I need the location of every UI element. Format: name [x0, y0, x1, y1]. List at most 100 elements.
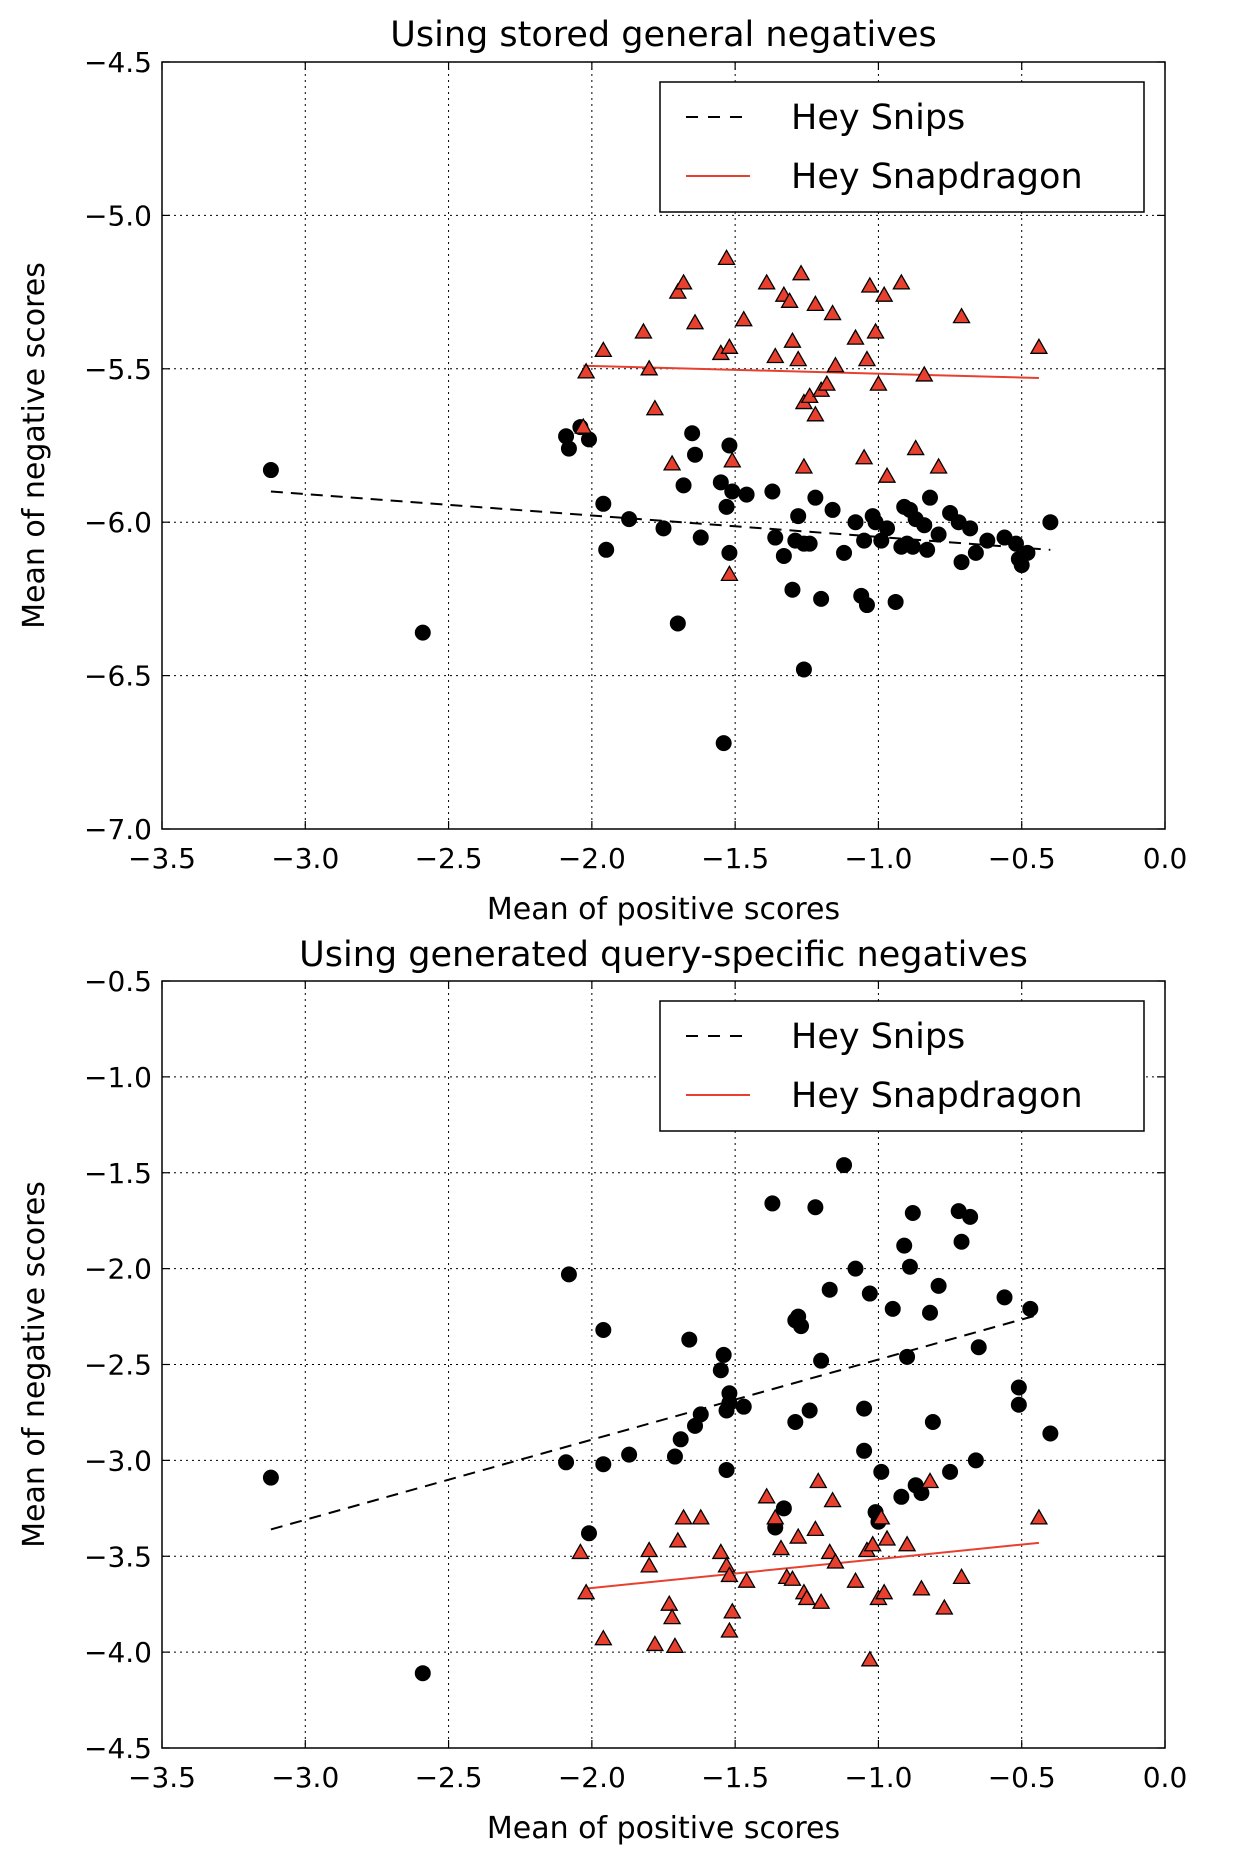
y-tick-label: −2.5 [84, 1349, 152, 1382]
data-point [721, 1394, 738, 1411]
y-tick-label: −4.5 [84, 46, 152, 79]
data-point [717, 1556, 736, 1573]
data-point [953, 1233, 970, 1250]
data-point [879, 520, 896, 537]
data-point [595, 1456, 612, 1473]
y-tick-label: −5.0 [84, 199, 152, 232]
data-point [996, 1289, 1013, 1306]
x-tick-label: 0.0 [1143, 1761, 1188, 1794]
data-point [912, 1579, 931, 1596]
data-point [856, 1442, 873, 1459]
x-tick-label: −2.5 [415, 842, 483, 875]
y-tick-label: −3.5 [84, 1540, 152, 1573]
plot-frame [161, 61, 1166, 830]
data-point [687, 446, 704, 463]
data-point [717, 249, 736, 266]
data-point [873, 1463, 890, 1480]
data-point [720, 1566, 739, 1583]
data-point [801, 535, 818, 552]
data-point [924, 1414, 941, 1431]
data-point [674, 273, 693, 290]
data-point [789, 350, 808, 367]
x-tick-label: −3.0 [271, 842, 339, 875]
data-point [571, 1543, 590, 1560]
data-point [640, 359, 659, 376]
data-point [860, 276, 879, 293]
data-point [668, 282, 687, 299]
data-point [1042, 1425, 1059, 1442]
fit-line-hey-snapdragon [583, 364, 1039, 380]
data-point [847, 1260, 864, 1277]
data-point [920, 1472, 940, 1489]
x-tick-label: −0.5 [988, 1761, 1056, 1794]
data-point [824, 501, 841, 518]
data-point [962, 520, 979, 537]
y-axis-label: Mean of negative scores [17, 262, 52, 629]
data-point [892, 273, 911, 290]
data-point [875, 285, 894, 302]
data-point [899, 1348, 916, 1365]
data-point [666, 1448, 683, 1465]
data-point [594, 1629, 613, 1646]
data-point [906, 439, 925, 456]
data-point [826, 1552, 845, 1569]
data-point [793, 1318, 810, 1335]
data-point [718, 498, 735, 515]
data-point [1029, 338, 1049, 354]
data-point [813, 1352, 830, 1369]
data-point [797, 1589, 816, 1606]
data-point [720, 338, 739, 354]
fit-line-hey-snips [270, 490, 1051, 551]
data-point [595, 1321, 612, 1338]
data-point [979, 532, 996, 549]
data-point [692, 529, 709, 546]
series-hey-snips [262, 1157, 1059, 1682]
data-point [738, 486, 755, 503]
data-point [929, 457, 948, 474]
data-point [789, 1527, 808, 1544]
data-point [952, 1568, 971, 1584]
data-point [757, 1487, 776, 1504]
data-point [735, 1398, 752, 1415]
data-point [645, 1635, 665, 1652]
data-point [784, 581, 801, 598]
data-point [807, 1199, 824, 1216]
y-axis-label: Mean of negative scores [17, 1181, 52, 1548]
data-point [783, 1569, 802, 1586]
data-point [807, 489, 824, 506]
data-point [913, 1484, 930, 1501]
data-point [764, 483, 781, 500]
data-point [806, 405, 825, 422]
data-point [967, 1452, 984, 1469]
legend: Hey Snips Hey Snapdragon [659, 1000, 1145, 1132]
data-point [1019, 544, 1036, 561]
data-point [863, 1535, 882, 1552]
data-point [775, 1500, 792, 1517]
data-point [872, 1508, 891, 1525]
data-point [692, 1406, 709, 1423]
data-point [877, 1529, 897, 1546]
data-point [594, 341, 613, 358]
data-point [757, 273, 776, 290]
data-point [1010, 1396, 1027, 1413]
data-point [970, 1339, 987, 1356]
y-tick-label: −4.5 [84, 1732, 152, 1765]
data-point [723, 1602, 742, 1619]
data-point [766, 1508, 785, 1525]
data-point [724, 483, 741, 500]
data-point [621, 1446, 638, 1463]
data-point [764, 1195, 781, 1212]
data-point [684, 425, 701, 442]
data-point [866, 322, 885, 339]
series-hey-snapdragon [574, 249, 1049, 582]
data-point [794, 457, 814, 474]
data-point [823, 304, 842, 321]
data-point [262, 1469, 279, 1486]
x-axis-label: Mean of positive scores [487, 892, 840, 927]
data-point [806, 1520, 825, 1537]
data-point [930, 526, 947, 543]
data-point [942, 1463, 959, 1480]
y-tick-label: −0.5 [84, 965, 152, 998]
data-point [922, 1304, 939, 1321]
